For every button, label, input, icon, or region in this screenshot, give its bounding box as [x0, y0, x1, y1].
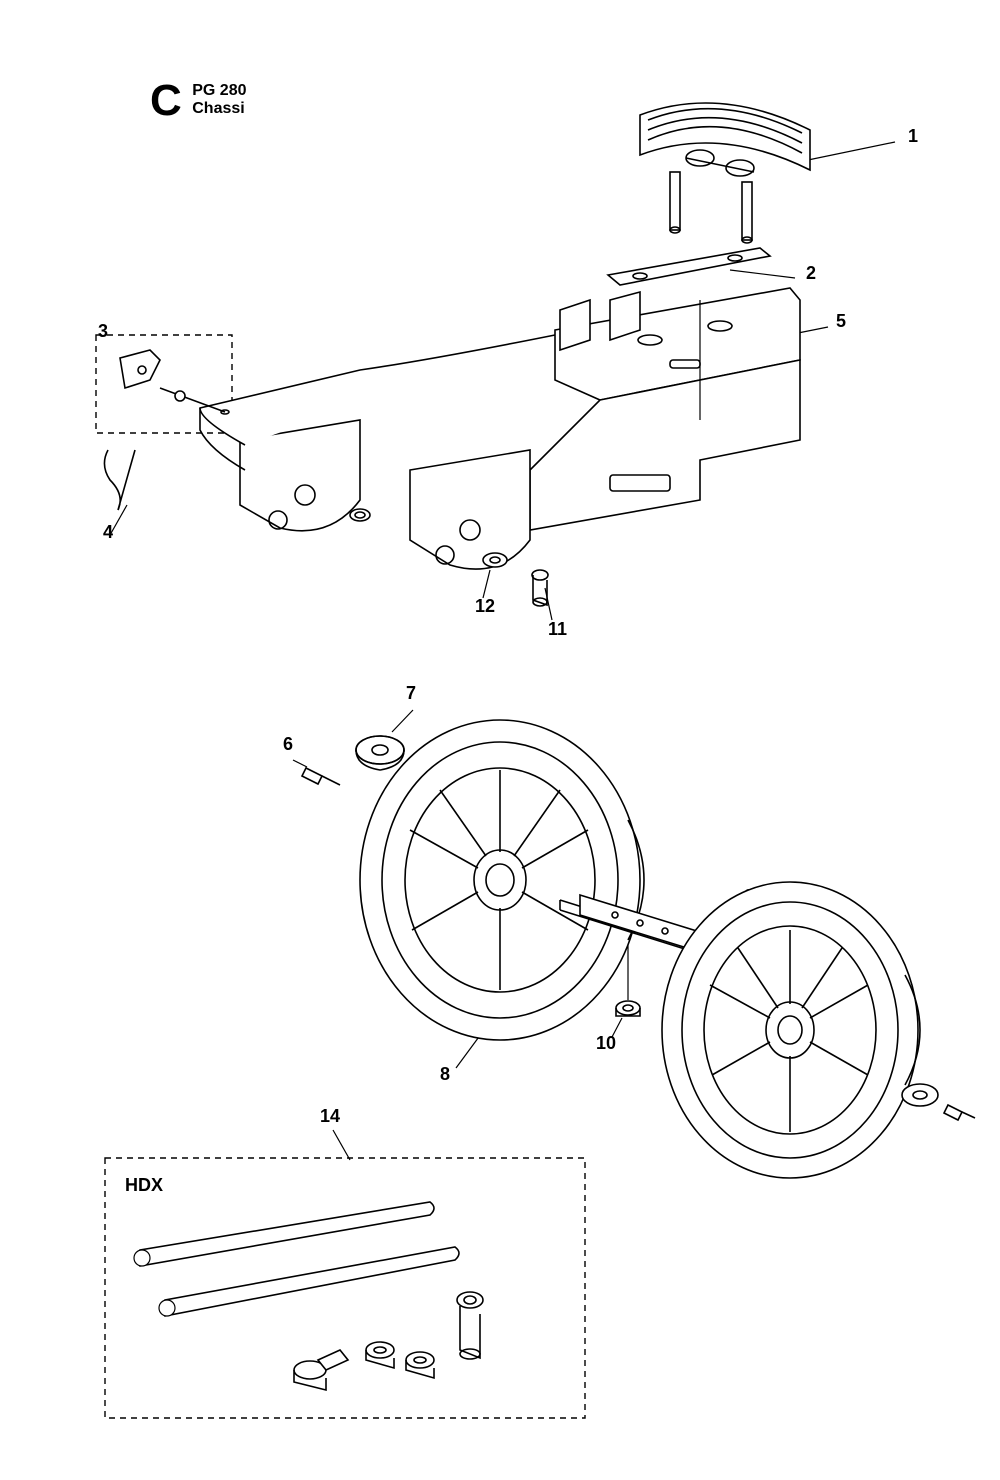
- wheel-right: [662, 882, 920, 1178]
- part-8-wheel-left: [360, 720, 644, 1040]
- dashed-box-14: [105, 1158, 585, 1418]
- part-5-chassis: [200, 288, 800, 569]
- right-wheel-fastener: [902, 1084, 975, 1120]
- part-1: [640, 103, 810, 243]
- part-13: [350, 509, 370, 521]
- part-12-washer: [483, 553, 507, 567]
- part-10-nut: [616, 1001, 640, 1016]
- part-14-kit: [134, 1202, 483, 1390]
- part-7-cap: [356, 736, 404, 770]
- part-6: [302, 768, 340, 785]
- part-4: [104, 450, 135, 510]
- diagram-svg: [0, 0, 1000, 1480]
- part-2: [608, 248, 770, 285]
